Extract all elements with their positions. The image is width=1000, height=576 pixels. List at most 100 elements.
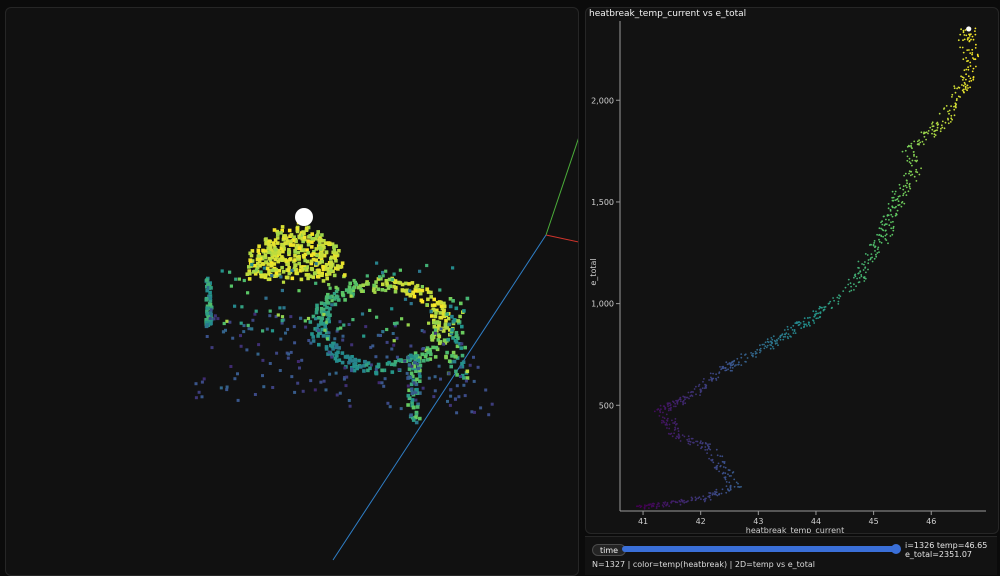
3d-point: [206, 282, 211, 286]
3d-point: [458, 342, 462, 346]
3d-point: [392, 321, 397, 326]
slider-track[interactable]: [622, 546, 896, 552]
scatter-point: [706, 452, 708, 454]
scatter-point: [719, 465, 722, 468]
3d-point: [442, 308, 446, 313]
scatter-point: [655, 505, 658, 508]
3d-point: [451, 266, 455, 270]
3d-point: [433, 389, 437, 393]
3d-point: [293, 341, 297, 345]
scatter-point: [903, 202, 906, 205]
3d-point: [264, 296, 268, 300]
scatter-point: [913, 175, 916, 178]
3d-point: [240, 305, 244, 309]
scatter-point: [677, 437, 680, 440]
scatter-point: [764, 341, 767, 344]
scatter-point: [673, 405, 675, 408]
scatter-point: [708, 492, 710, 494]
3d-point: [206, 285, 211, 290]
3d-point: [334, 344, 339, 348]
3d-point: [368, 366, 372, 371]
scatter-point: [833, 299, 835, 302]
scatter-point: [891, 190, 894, 193]
3d-point: [251, 318, 255, 322]
3d-point: [351, 318, 355, 322]
scatter-point: [771, 345, 774, 348]
3d-point: [406, 393, 411, 398]
time-slider[interactable]: [622, 544, 901, 554]
3d-point: [289, 233, 294, 237]
3d-point: [399, 358, 403, 362]
3d-point: [390, 347, 394, 351]
scatter-point: [937, 123, 940, 126]
3d-point: [348, 404, 352, 408]
3d-point: [324, 388, 328, 392]
3d-point: [264, 260, 268, 264]
scatter-point: [797, 321, 800, 324]
scatter-point: [663, 421, 665, 424]
3d-point: [280, 228, 284, 233]
3d-point: [439, 304, 444, 308]
3d-point: [280, 321, 284, 325]
3d-point: [295, 226, 300, 231]
3d-point: [345, 375, 349, 379]
scatter-point: [666, 419, 668, 422]
3d-point: [479, 406, 483, 410]
scatter-point: [724, 476, 727, 478]
3d-point: [282, 236, 286, 240]
3d-point: [432, 331, 436, 335]
scatter-point: [738, 486, 740, 488]
3d-point: [270, 255, 275, 260]
scatter-point: [668, 427, 671, 430]
3d-point: [262, 266, 266, 270]
3d-viewer-panel[interactable]: [5, 7, 579, 576]
3d-point: [484, 388, 488, 392]
3d-point: [411, 415, 415, 420]
scatter-point: [644, 504, 646, 507]
scatter-point: [896, 209, 899, 212]
scatter-point: [786, 336, 789, 338]
slider-thumb[interactable]: [891, 544, 901, 554]
scatter-point: [666, 502, 669, 504]
3d-point: [429, 335, 434, 339]
scatter-point: [676, 501, 679, 504]
scatter-point: [967, 59, 969, 62]
scatter-point: [677, 399, 680, 402]
3d-point: [391, 332, 395, 335]
3d-point: [268, 244, 273, 249]
scatter-point: [968, 40, 971, 43]
3d-point: [302, 255, 306, 259]
scatter-point: [733, 485, 736, 488]
3d-scatter-canvas[interactable]: [6, 8, 578, 575]
3d-point: [448, 297, 453, 301]
3d-point: [261, 374, 264, 378]
scatter-point: [690, 496, 693, 499]
scatter-point: [724, 369, 727, 372]
scatter-point: [721, 488, 724, 491]
scatter-point: [963, 81, 966, 84]
3d-point: [416, 358, 421, 363]
2d-scatter-plot[interactable]: 41 42 43 44 45 465001,0001,5002,000heatbreak_…: [586, 8, 998, 533]
scatter-point: [962, 31, 965, 34]
scatter-point: [913, 155, 915, 157]
3d-point: [392, 362, 397, 367]
3d-point: [309, 379, 313, 383]
x-tick-label: 45: [869, 517, 879, 526]
3d-point: [308, 234, 312, 238]
3d-point: [202, 377, 206, 381]
3d-point: [326, 310, 331, 315]
scatter-point: [885, 233, 888, 236]
3d-point: [320, 259, 324, 264]
3d-point: [320, 316, 324, 320]
3d-point: [318, 245, 322, 250]
3d-point: [462, 376, 466, 380]
3d-point: [297, 235, 302, 240]
3d-point: [277, 269, 281, 273]
3d-point: [325, 320, 329, 324]
scatter-point: [936, 121, 939, 124]
3d-point: [410, 398, 415, 402]
scatter-point: [964, 88, 967, 90]
time-button[interactable]: time: [592, 544, 627, 556]
3d-point: [418, 379, 422, 383]
scatter-point: [824, 306, 827, 308]
